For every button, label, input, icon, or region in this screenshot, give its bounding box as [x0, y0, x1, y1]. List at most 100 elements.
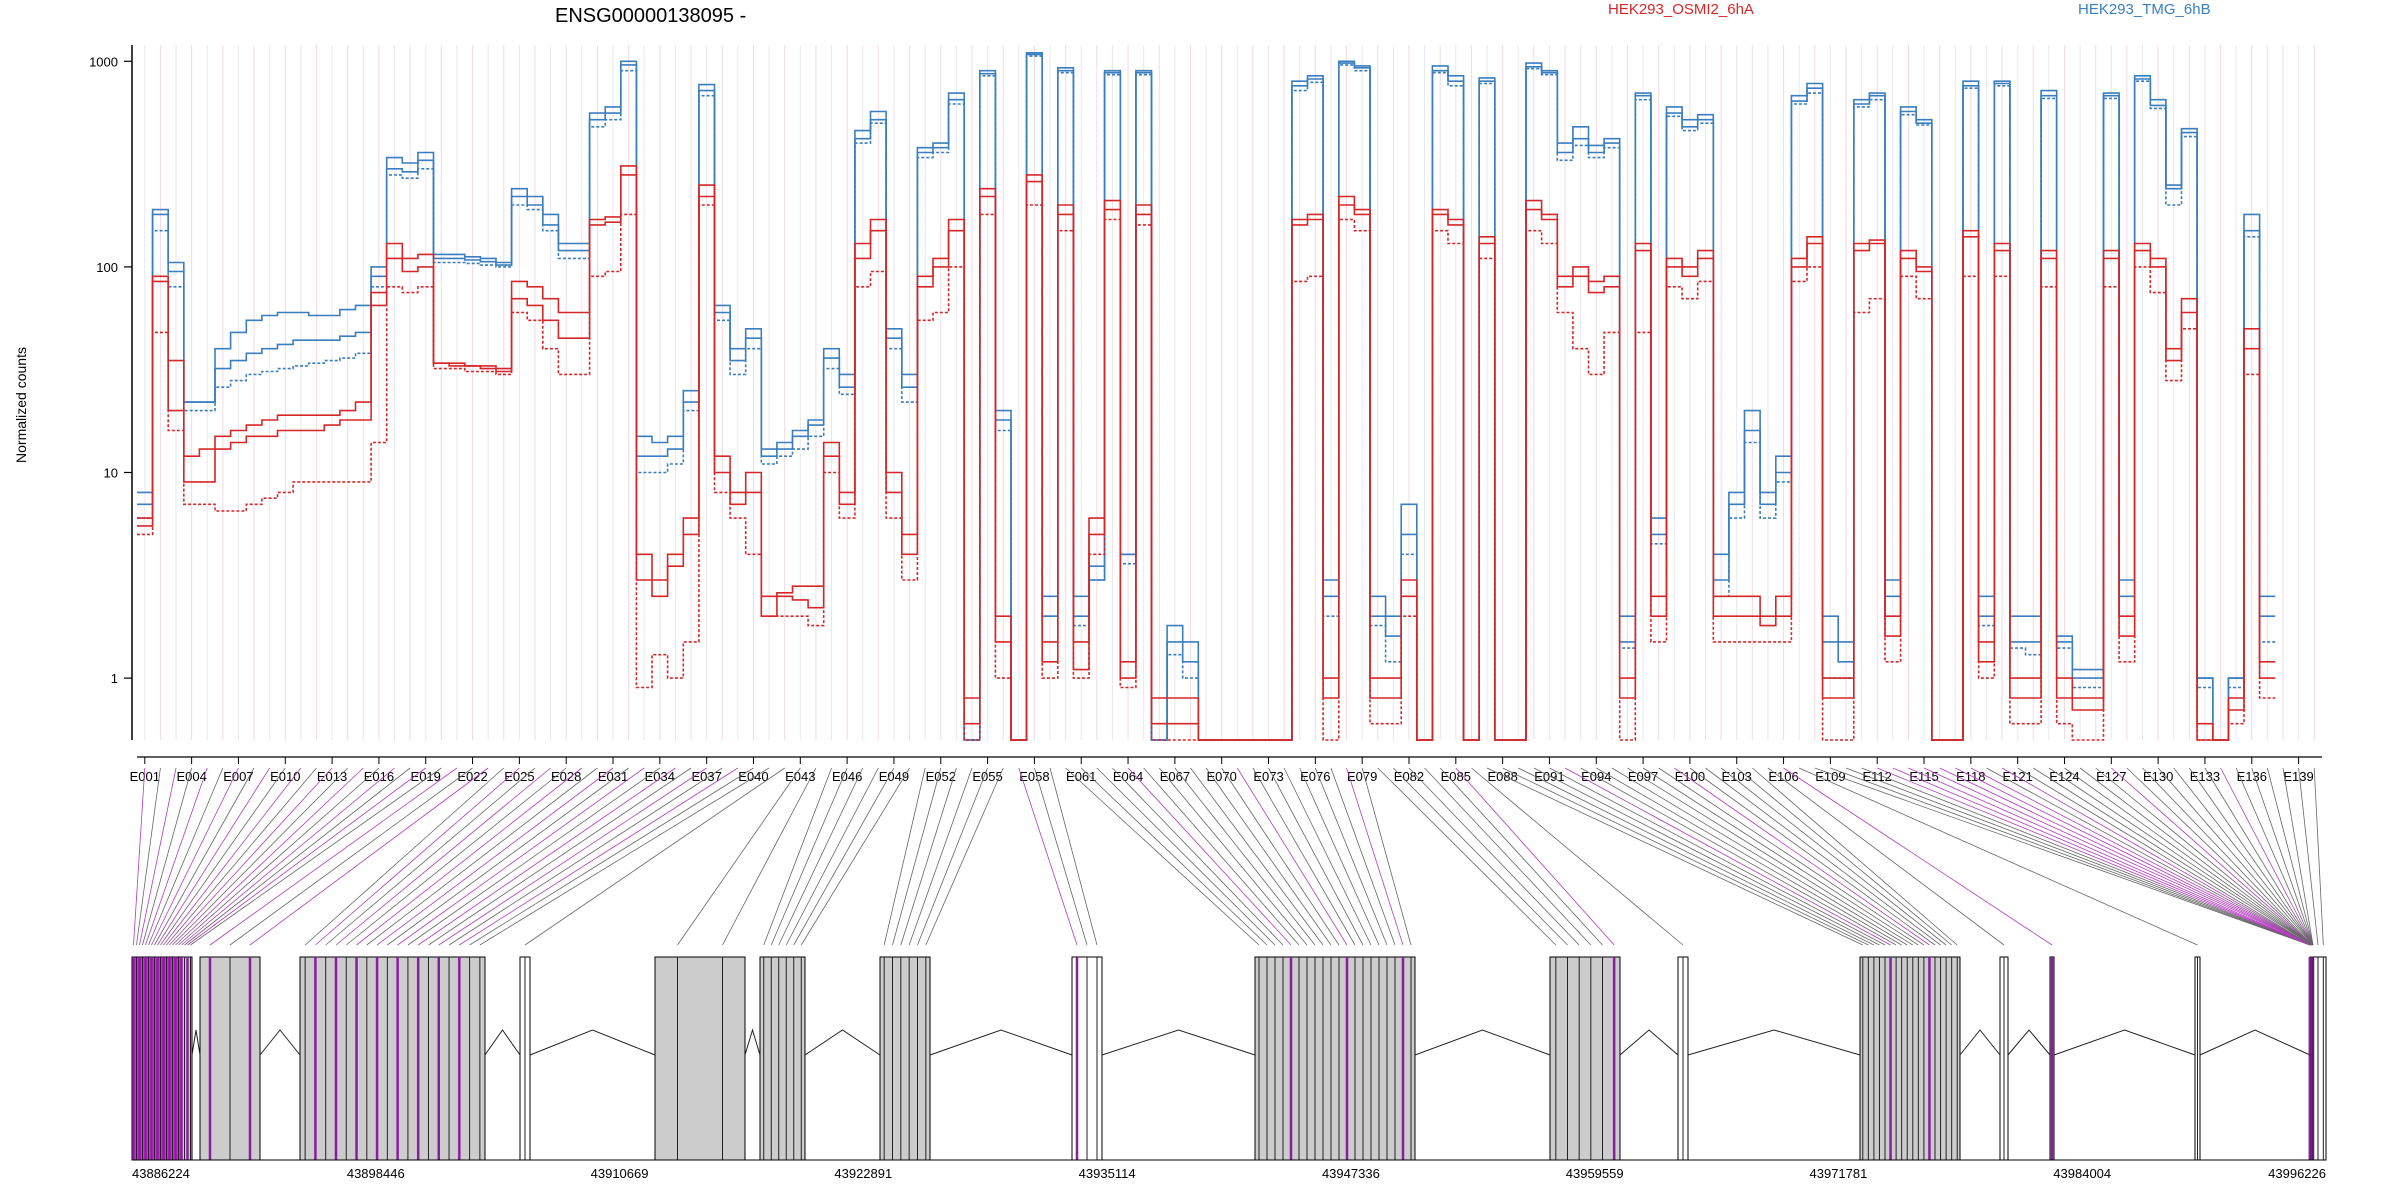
exon-connector	[315, 767, 520, 946]
exon-connector	[448, 767, 723, 946]
intron-connector	[929, 1029, 1073, 1056]
exon-tick-label: E133	[2190, 769, 2220, 784]
exon-connector	[1299, 767, 1380, 946]
exon-tick-label: E139	[2283, 769, 2313, 784]
exon-connector	[1705, 767, 1941, 946]
exon-connector	[2173, 767, 2314, 946]
exon-connector	[1455, 767, 1615, 946]
exon-connector	[524, 767, 785, 946]
exon-connector	[1611, 767, 1908, 946]
exon-connector	[2313, 767, 2324, 946]
y-tick-label: 1	[111, 671, 118, 686]
exon-connector	[1346, 767, 1404, 946]
exon-connector	[356, 767, 583, 946]
exon-connector	[184, 767, 411, 946]
exon-connector	[1939, 767, 2312, 946]
exon-tick-label: E049	[879, 769, 909, 784]
exon-tick-label: E100	[1675, 769, 1705, 784]
exon-tick-label: E076	[1300, 769, 1330, 784]
exon-connector	[770, 767, 848, 946]
exon-gridlines	[144, 45, 2315, 740]
coordinate-tick-label: 43959559	[1566, 1166, 1624, 1181]
exon-connector	[785, 767, 879, 946]
exon-connector	[2251, 767, 2314, 946]
exon-connector	[1486, 767, 1863, 946]
coordinate-tick-label: 43922891	[834, 1166, 892, 1181]
exon-connector	[2033, 767, 2313, 946]
exon-connector	[1580, 767, 1897, 946]
exon-connector	[1674, 767, 1930, 946]
exon-tick-label: E073	[1253, 769, 1283, 784]
exon-connector	[1439, 767, 1603, 946]
legend-tmg: HEK293_TMG_6hB	[2078, 1, 2211, 18]
exon-connector	[1877, 767, 2311, 946]
exon-connector	[1158, 767, 1308, 946]
legend-osmi2: HEK293_OSMI2_6hA	[1608, 1, 1754, 18]
exon-connector	[917, 767, 988, 946]
exon-connector	[1252, 767, 1356, 946]
y-tick-label: 1000	[89, 54, 118, 69]
exon-connector	[1564, 767, 1891, 946]
exon-connectors	[133, 767, 2324, 946]
exon-tick-label: E031	[598, 769, 628, 784]
exon-connector	[1845, 767, 2311, 946]
exon-connector	[2001, 767, 2312, 946]
intron-connector	[2053, 1029, 2196, 1056]
exon-tick-label: E079	[1347, 769, 1377, 784]
coordinate-tick-label: 43898446	[347, 1166, 405, 1181]
exon-tick-label: E136	[2237, 769, 2267, 784]
exon-connector	[800, 767, 910, 946]
exon-connector	[249, 767, 489, 946]
exon-connector	[1361, 767, 1412, 946]
exon-connector	[1642, 767, 1919, 946]
exon-connector	[1752, 767, 1958, 946]
exon-tick-label: E004	[176, 769, 206, 784]
exon-connector	[1221, 767, 1340, 946]
exon-connector	[2157, 767, 2313, 946]
exon-connector	[1190, 767, 1324, 946]
exon-tick-label: E055	[972, 769, 1002, 784]
exon-connector	[1205, 767, 1332, 946]
exon-connector	[1767, 767, 2005, 946]
exon-tick-label: E103	[1722, 769, 1752, 784]
exon-connector	[1049, 767, 1098, 946]
exon-connector	[387, 767, 629, 946]
coordinate-tick-label: 43910669	[591, 1166, 649, 1181]
exon-tick-label: E061	[1066, 769, 1096, 784]
intron-connector	[744, 1028, 761, 1056]
exon-tick-label: E115	[1909, 769, 1938, 784]
y-tick-label: 100	[96, 260, 118, 275]
chart-title: ENSG00000138095 -	[555, 5, 746, 27]
exon-connector	[1283, 767, 1372, 946]
exon-tick-label: E088	[1487, 769, 1517, 784]
exon-connector	[163, 767, 302, 946]
exon-connector	[1892, 767, 2311, 946]
exon-connector	[1830, 767, 2311, 946]
coordinate-tick-label: 43984004	[2053, 1166, 2111, 1181]
exon-connector	[145, 767, 208, 946]
coordinate-tick-label: 43971781	[1810, 1166, 1868, 1181]
exon-connector	[2282, 767, 2314, 946]
y-tick-label: 10	[104, 465, 118, 480]
exon-connector	[304, 767, 505, 946]
exon-connector	[1596, 767, 1902, 946]
exon-tick-label: E067	[1160, 769, 1190, 784]
exon-tick-label: E070	[1207, 769, 1237, 784]
exon-connector	[722, 767, 817, 946]
exon-connector	[677, 767, 801, 946]
exon-connector	[1908, 767, 2311, 946]
exon-connector	[2189, 767, 2314, 946]
exon-connector	[151, 767, 239, 946]
series-line-tmg	[137, 55, 2276, 741]
exon-connector	[1986, 767, 2312, 946]
exon-connector	[1236, 767, 1348, 946]
exon-connector	[1408, 767, 1580, 946]
exon-connector	[142, 767, 193, 946]
exon-connector	[345, 767, 567, 946]
exon-connector	[1424, 767, 1592, 946]
intron-connector	[2199, 1029, 2311, 1056]
exon-connector	[1518, 767, 1875, 946]
exon-connector	[2220, 767, 2314, 946]
exon-connector	[1314, 767, 1388, 946]
